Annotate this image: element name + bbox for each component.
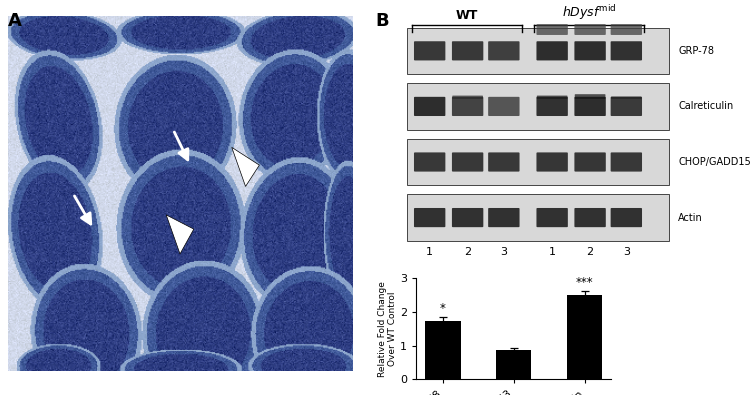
- Text: ***: ***: [576, 276, 593, 289]
- Text: 2: 2: [586, 247, 594, 258]
- Bar: [425, 322, 460, 379]
- Text: 2: 2: [464, 247, 471, 258]
- FancyBboxPatch shape: [610, 41, 642, 60]
- Text: 1: 1: [426, 247, 433, 258]
- FancyBboxPatch shape: [537, 96, 568, 99]
- Text: 3: 3: [622, 247, 630, 258]
- FancyBboxPatch shape: [452, 96, 483, 99]
- Bar: [407, 139, 670, 185]
- Bar: [407, 194, 670, 241]
- FancyBboxPatch shape: [574, 97, 606, 116]
- Text: 1: 1: [549, 247, 556, 258]
- FancyBboxPatch shape: [574, 94, 605, 99]
- FancyBboxPatch shape: [536, 208, 568, 227]
- FancyBboxPatch shape: [488, 208, 520, 227]
- Text: CHOP/GADD153: CHOP/GADD153: [678, 157, 750, 167]
- Text: Actin: Actin: [678, 213, 703, 222]
- Polygon shape: [232, 147, 260, 186]
- FancyBboxPatch shape: [574, 24, 606, 35]
- FancyBboxPatch shape: [488, 152, 520, 171]
- Text: B: B: [375, 12, 388, 30]
- FancyBboxPatch shape: [488, 41, 520, 60]
- FancyBboxPatch shape: [536, 41, 568, 60]
- Bar: [496, 350, 532, 379]
- FancyBboxPatch shape: [414, 41, 446, 60]
- Polygon shape: [166, 215, 194, 254]
- Text: A: A: [8, 12, 21, 30]
- FancyBboxPatch shape: [574, 208, 606, 227]
- Bar: [407, 83, 670, 130]
- Bar: [567, 295, 602, 379]
- Text: GRP-78: GRP-78: [678, 46, 714, 56]
- FancyBboxPatch shape: [452, 152, 483, 171]
- Y-axis label: Relative Fold Change
Over WT Control: Relative Fold Change Over WT Control: [378, 281, 398, 377]
- Text: Calreticulin: Calreticulin: [678, 102, 734, 111]
- Text: *: *: [440, 302, 446, 315]
- Text: 3: 3: [500, 247, 507, 258]
- FancyBboxPatch shape: [452, 97, 483, 116]
- FancyBboxPatch shape: [536, 97, 568, 116]
- FancyBboxPatch shape: [611, 96, 642, 99]
- FancyBboxPatch shape: [536, 24, 568, 35]
- FancyBboxPatch shape: [610, 208, 642, 227]
- Text: WT: WT: [455, 9, 478, 23]
- FancyBboxPatch shape: [488, 97, 520, 116]
- FancyBboxPatch shape: [536, 152, 568, 171]
- FancyBboxPatch shape: [452, 41, 483, 60]
- FancyBboxPatch shape: [574, 41, 606, 60]
- Bar: [407, 28, 670, 74]
- Text: $\it{hDysf}^{\rm{mid}}$: $\it{hDysf}^{\rm{mid}}$: [562, 4, 616, 23]
- FancyBboxPatch shape: [610, 97, 642, 116]
- FancyBboxPatch shape: [414, 152, 446, 171]
- FancyBboxPatch shape: [414, 208, 446, 227]
- FancyBboxPatch shape: [452, 208, 483, 227]
- FancyBboxPatch shape: [610, 152, 642, 171]
- FancyBboxPatch shape: [574, 152, 606, 171]
- FancyBboxPatch shape: [610, 24, 642, 35]
- FancyBboxPatch shape: [414, 97, 446, 116]
